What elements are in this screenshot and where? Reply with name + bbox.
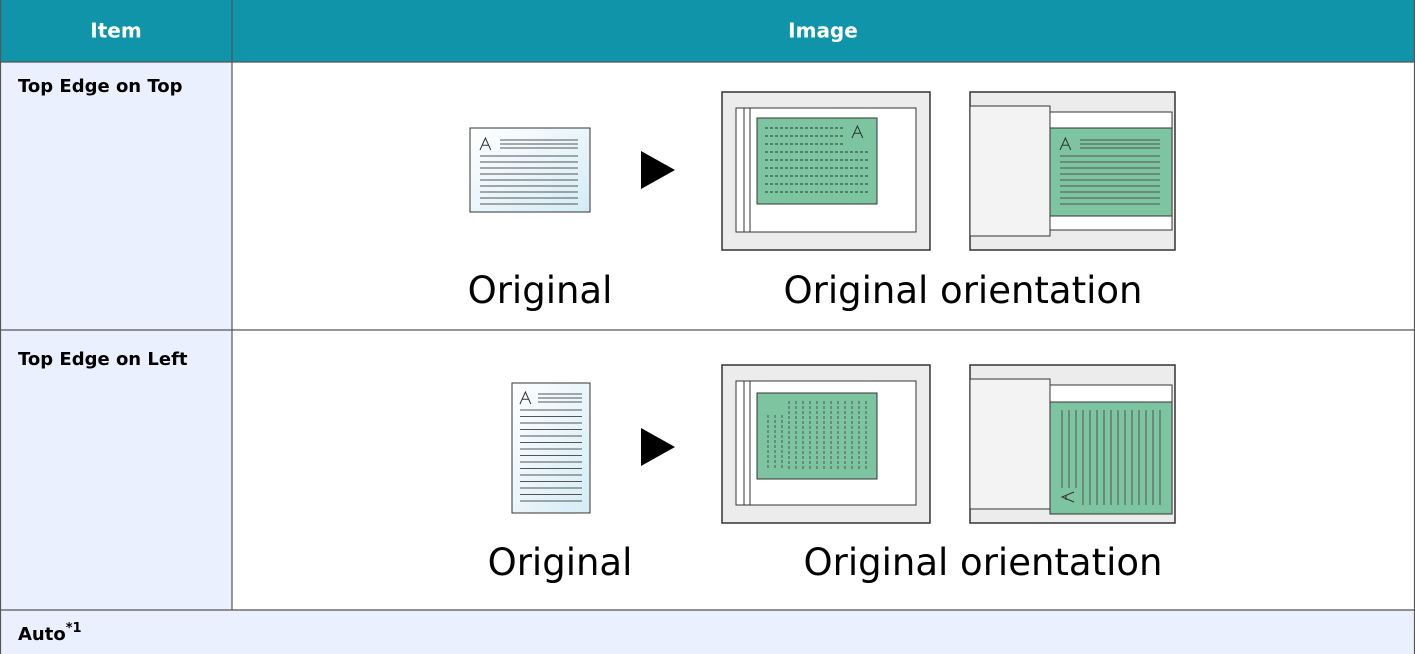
item-column-bg — [0, 62, 232, 610]
letter-glyph — [1060, 491, 1075, 503]
original-doc — [469, 127, 591, 213]
caption: Original orientation — [784, 269, 1143, 312]
letter-glyph — [479, 136, 492, 151]
header-item: Item — [90, 19, 141, 43]
footnote-mark: *1 — [66, 621, 82, 636]
letter-glyph — [519, 390, 532, 405]
original-doc — [511, 382, 591, 514]
feeder-panel — [969, 378, 1051, 510]
auto-row-bg — [0, 610, 1415, 654]
placed-original — [756, 117, 878, 205]
feeder-panel — [969, 105, 1051, 237]
header-image: Image — [788, 19, 858, 43]
placed-original — [1049, 127, 1173, 217]
arrow — [641, 151, 675, 189]
row-item-text: Auto — [18, 624, 66, 645]
letter-glyph — [851, 124, 864, 139]
caption: Original — [468, 269, 613, 312]
arrow — [641, 428, 675, 466]
row-item: Top Edge on Left — [18, 349, 188, 370]
letter-glyph — [1059, 136, 1072, 151]
header-bg — [0, 0, 1415, 62]
row-item: Top Edge on Top — [18, 76, 183, 97]
row-item: Auto*1 — [18, 621, 82, 645]
caption: Original orientation — [804, 541, 1163, 584]
caption: Original — [488, 541, 633, 584]
